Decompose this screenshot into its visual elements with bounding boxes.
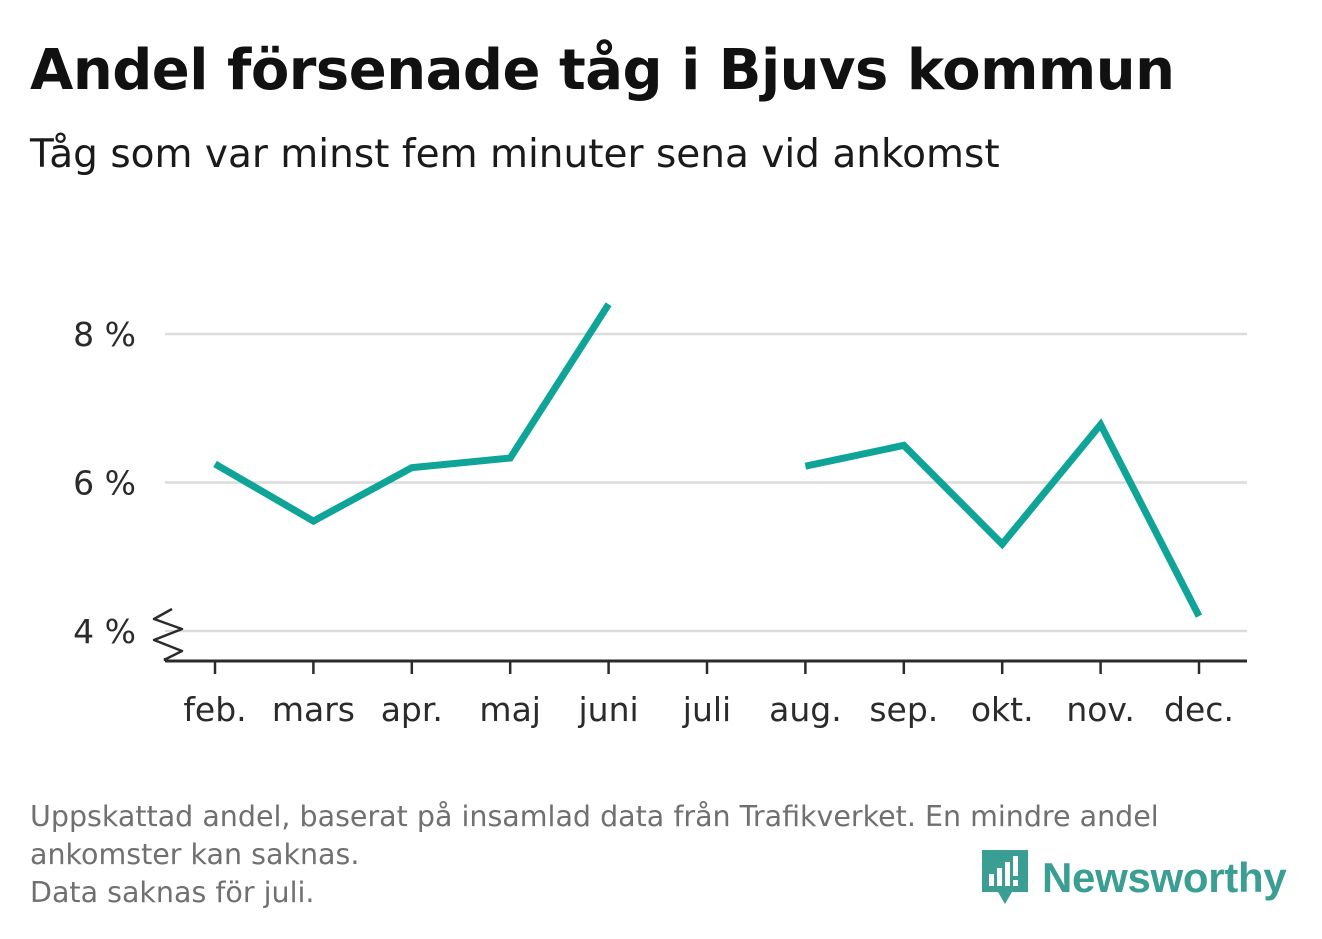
chart-subtitle: Tåg som var minst fem minuter sena vid a… xyxy=(30,132,1000,177)
newsworthy-logo-icon xyxy=(982,850,1028,904)
y-tick-label: 6 % xyxy=(73,464,136,503)
gridlines xyxy=(165,332,1247,633)
y-axis-break-icon xyxy=(152,607,184,661)
y-axis-tick-labels: 4 % 6 % 8 % xyxy=(73,315,136,651)
x-axis xyxy=(152,607,1247,674)
x-tick-label: juli xyxy=(682,690,731,729)
chart-title: Andel försenade tåg i Bjuvs kommun xyxy=(30,38,1175,103)
brand-logo[interactable]: Newsworthy xyxy=(980,846,1287,910)
series-line xyxy=(804,418,1203,618)
x-axis-tick-labels: feb. mars apr. maj juni juli aug. sep. okt. nov. d… xyxy=(183,690,1234,729)
x-tick-label: maj xyxy=(479,690,541,729)
x-tick-label: okt. xyxy=(971,690,1034,729)
x-tick-label: apr. xyxy=(381,690,443,729)
series-line xyxy=(213,302,612,526)
x-tick-label: dec. xyxy=(1164,690,1234,729)
x-tick-label: feb. xyxy=(183,690,246,729)
x-tick-label: aug. xyxy=(769,690,842,729)
x-tick-label: mars xyxy=(272,690,355,729)
y-tick-label: 4 % xyxy=(73,612,136,651)
line-chart: 4 % 6 % 8 % feb. mars apr. maj juni juli aug. sep… xyxy=(73,302,1247,729)
data-series xyxy=(213,302,1203,618)
x-tick-label: nov. xyxy=(1066,690,1135,729)
y-tick-label: 8 % xyxy=(73,315,136,354)
x-tick-label: juni xyxy=(578,690,639,729)
chart-footnote: Uppskattad andel, baserat på insamlad da… xyxy=(30,798,1290,912)
x-tick-label: sep. xyxy=(869,690,938,729)
brand-name: Newsworthy xyxy=(1042,854,1287,901)
footnote-source: Uppskattad andel, baserat på insamlad da… xyxy=(30,800,1159,871)
footnote-missing-data: Data saknas för juli. xyxy=(30,876,315,909)
